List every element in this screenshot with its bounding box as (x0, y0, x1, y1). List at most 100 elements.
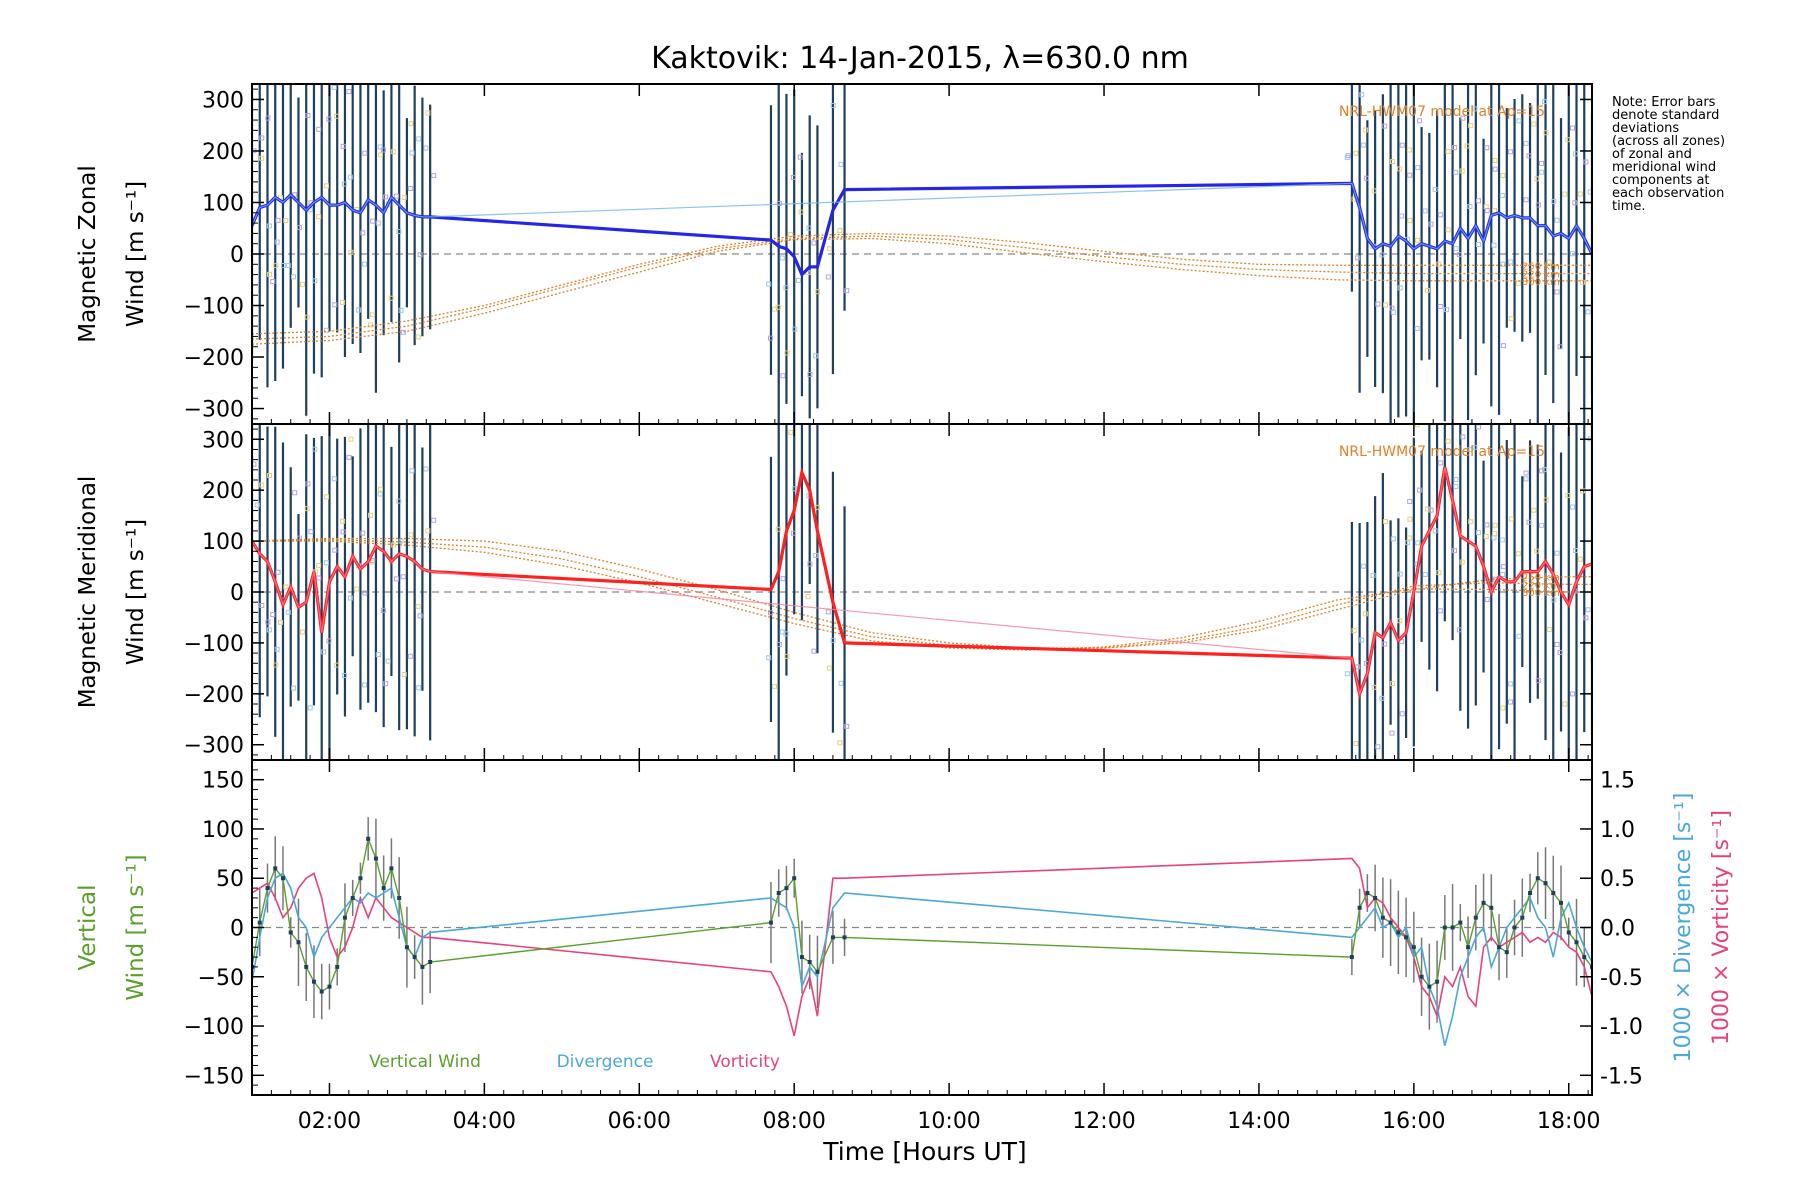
sample-marker (1351, 628, 1357, 634)
sample-marker (324, 494, 330, 500)
sample-marker (334, 662, 340, 668)
sample-marker (1399, 639, 1405, 645)
sample-marker (1508, 316, 1514, 322)
sample-marker (1535, 678, 1541, 684)
sample-marker (273, 263, 279, 269)
y-axis-label-line2: Wind [m s⁻¹] (123, 519, 149, 665)
y-tick-label: −150 (184, 1064, 244, 1089)
sample-marker (1453, 169, 1459, 175)
sample-marker (1370, 572, 1376, 578)
sample-marker (838, 680, 844, 686)
sample-marker (396, 498, 402, 504)
vertical-wind-point (784, 886, 789, 891)
sample-marker (1397, 571, 1403, 577)
sample-marker (811, 240, 817, 246)
sample-marker (1362, 611, 1368, 617)
sample-marker (1422, 208, 1428, 214)
vertical-wind-point (776, 891, 781, 896)
legend-entry: Vorticity (710, 1052, 780, 1072)
sample-marker (280, 262, 286, 268)
sample-marker (1492, 158, 1498, 164)
sample-marker (795, 277, 801, 283)
sample-marker (837, 740, 843, 746)
vertical-wind-point (1442, 925, 1447, 930)
sample-marker (314, 77, 318, 81)
sample-marker (1445, 148, 1451, 154)
plot-area (252, 77, 1592, 424)
right-tick-label: -1.0 (1600, 1015, 1643, 1040)
sample-marker (1546, 259, 1552, 265)
sample-marker (776, 642, 782, 648)
sample-marker (396, 228, 402, 234)
sample-marker (1383, 519, 1389, 525)
sample-marker (772, 683, 778, 689)
sample-marker (312, 446, 318, 452)
vertical-wind-point (1559, 900, 1564, 905)
vorticity-line (252, 857, 1592, 1037)
divergence-axis-label: 1000 × Divergence [s⁻¹] (1671, 793, 1696, 1063)
y-axis-label-line1: Vertical (75, 884, 101, 970)
sample-marker (1445, 438, 1451, 444)
sample-marker (807, 561, 813, 567)
sample-marker (838, 161, 844, 167)
sample-marker (285, 262, 291, 268)
sample-marker (316, 562, 322, 568)
sample-marker (797, 154, 803, 160)
zonal-wind-overlay (252, 182, 1592, 255)
sample-marker (401, 672, 407, 678)
vertical-wind-point (404, 945, 409, 950)
sample-marker (1363, 175, 1369, 181)
sample-marker (275, 569, 281, 575)
sample-marker (1436, 261, 1442, 267)
sample-marker (1353, 740, 1359, 746)
sample-marker (259, 155, 265, 161)
model-label: NRL-HWM07 model at Ap=15 (1339, 444, 1545, 460)
sample-marker (1389, 159, 1395, 165)
vertical-wind-point (296, 940, 301, 945)
sample-marker (383, 681, 389, 687)
sample-marker (792, 486, 798, 492)
sample-marker (340, 143, 346, 149)
vertical-wind-point (1582, 955, 1587, 960)
sample-marker (375, 652, 381, 658)
sample-marker (1539, 522, 1545, 528)
sample-marker (1437, 460, 1443, 466)
sample-marker (826, 665, 832, 671)
sample-marker (304, 506, 310, 512)
sample-marker (1468, 123, 1474, 129)
sample-marker (825, 274, 831, 280)
x-tick-label: 10:00 (917, 1109, 980, 1134)
sample-marker (1428, 507, 1434, 513)
sample-marker (331, 84, 337, 90)
sample-marker (1355, 664, 1361, 670)
vertical-wind-point (1373, 895, 1378, 900)
sample-marker (291, 274, 297, 280)
sample-marker (1464, 143, 1470, 149)
note-line: deviations (1612, 121, 1680, 136)
sample-marker (1451, 145, 1457, 151)
sample-marker (1585, 607, 1591, 613)
sample-marker (1491, 535, 1497, 541)
sample-marker (1583, 159, 1589, 165)
vertical-wind-point (842, 935, 847, 940)
sample-marker (326, 116, 332, 122)
sample-marker (1483, 533, 1489, 539)
vertical-wind-point (381, 886, 386, 891)
sample-marker (425, 110, 431, 116)
vertical-wind-point (768, 920, 773, 925)
vertical-wind-point (335, 964, 340, 969)
sample-marker (1359, 637, 1365, 643)
vertical-wind-point (428, 959, 433, 964)
sample-marker (259, 603, 265, 609)
y-tick-label: 200 (202, 479, 244, 504)
sample-marker (409, 150, 415, 156)
vertical-wind-point (257, 920, 262, 925)
vertical-wind-point (1473, 915, 1478, 920)
sample-marker (775, 304, 781, 310)
sample-marker (1484, 596, 1490, 602)
y-tick-label: 100 (202, 530, 244, 555)
sample-marker (299, 281, 305, 287)
y-tick-label: 0 (230, 917, 244, 942)
sample-marker (1523, 197, 1529, 203)
sample-marker (1444, 307, 1450, 313)
